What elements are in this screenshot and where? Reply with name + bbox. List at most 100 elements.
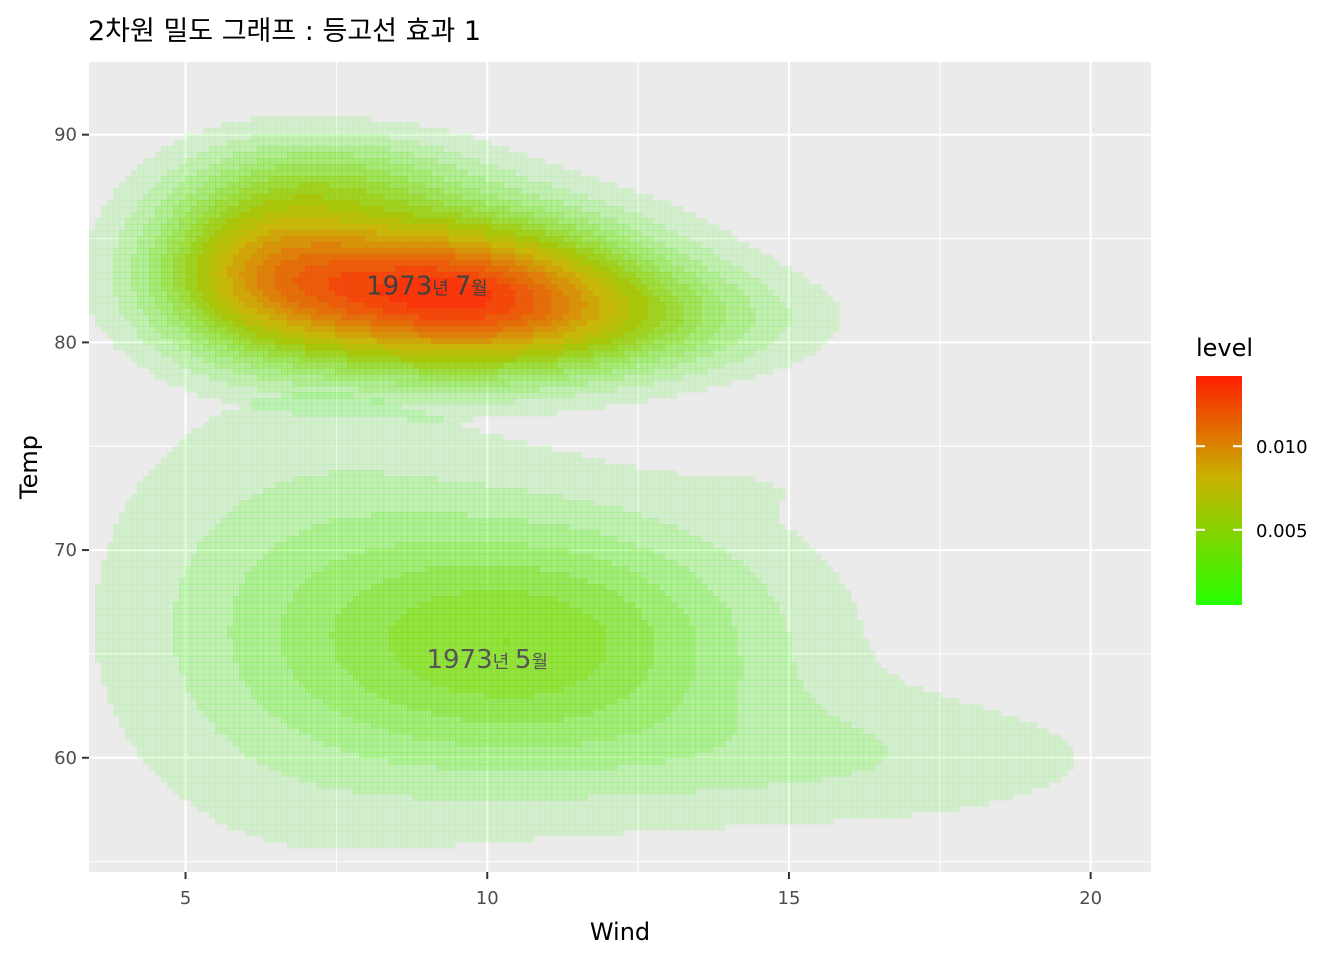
density-cell: [605, 332, 612, 339]
density-cell: [227, 254, 234, 261]
density-cell: [245, 332, 252, 339]
density-cell: [233, 374, 240, 381]
density-cell: [299, 128, 306, 135]
density-cell: [359, 122, 366, 129]
density-cell: [137, 584, 144, 591]
density-cell: [233, 212, 240, 219]
density-cell: [581, 236, 588, 243]
density-cell: [569, 344, 576, 351]
density-cell: [119, 608, 126, 615]
density-cell: [203, 164, 210, 171]
density-cell: [383, 146, 390, 153]
density-cell: [455, 380, 462, 387]
density-cell: [689, 218, 696, 225]
density-cell: [455, 158, 462, 165]
density-cell: [515, 332, 522, 339]
density-cell: [239, 338, 246, 345]
density-cell: [239, 230, 246, 237]
density-cell: [329, 182, 336, 189]
density-cell: [257, 260, 264, 267]
density-cell: [713, 230, 720, 237]
density-cell: [221, 158, 228, 165]
density-cell: [647, 230, 654, 237]
density-cell: [131, 722, 138, 729]
density-cell: [617, 302, 624, 309]
density-cell: [593, 296, 600, 303]
density-cell: [311, 158, 318, 165]
density-cell: [425, 128, 432, 135]
density-cell: [425, 338, 432, 345]
density-cell: [119, 626, 126, 633]
density-cell: [827, 296, 834, 303]
density-cell: [323, 320, 330, 327]
density-cell: [461, 398, 468, 405]
density-cell: [647, 392, 654, 399]
density-cell: [509, 350, 516, 357]
density-cell: [449, 218, 456, 225]
density-cell: [371, 254, 378, 261]
density-cell: [539, 314, 546, 321]
density-cell: [473, 314, 480, 321]
density-cell: [137, 278, 144, 285]
density-cell: [521, 314, 528, 321]
density-cell: [383, 308, 390, 315]
density-cell: [299, 356, 306, 363]
density-cell: [191, 236, 198, 243]
density-cell: [497, 392, 504, 399]
density-cell: [653, 266, 660, 273]
density-cell: [173, 380, 180, 387]
density-cell: [209, 206, 216, 213]
density-cell: [137, 206, 144, 213]
density-cell: [221, 374, 228, 381]
density-cell: [635, 392, 642, 399]
density-cell: [329, 152, 336, 159]
density-cell: [137, 320, 144, 327]
density-cell: [197, 326, 204, 333]
density-cell: [197, 368, 204, 375]
density-cell: [275, 194, 282, 201]
density-cell: [281, 320, 288, 327]
density-cell: [407, 326, 414, 333]
density-cell: [791, 350, 798, 357]
density-cell: [431, 380, 438, 387]
density-cell: [395, 176, 402, 183]
density-cell: [491, 164, 498, 171]
density-cell: [419, 218, 426, 225]
density-cell: [641, 284, 648, 291]
density-cell: [137, 176, 144, 183]
density-cell: [581, 278, 588, 285]
density-cell: [689, 338, 696, 345]
density-cell: [371, 386, 378, 393]
density-cell: [173, 290, 180, 297]
density-cell: [179, 290, 186, 297]
density-cell: [173, 224, 180, 231]
density-cell: [305, 290, 312, 297]
density-cell: [101, 584, 108, 591]
density-cell: [683, 320, 690, 327]
density-cell: [689, 254, 696, 261]
density-cell: [641, 224, 648, 231]
density-cell: [347, 152, 354, 159]
density-cell: [779, 284, 786, 291]
density-cell: [293, 194, 300, 201]
density-cell: [581, 314, 588, 321]
density-cell: [389, 200, 396, 207]
density-cell: [431, 260, 438, 267]
density-cell: [449, 332, 456, 339]
density-cell: [395, 326, 402, 333]
density-cell: [131, 656, 138, 663]
density-cell: [191, 158, 198, 165]
density-cell: [503, 254, 510, 261]
density-cell: [677, 278, 684, 285]
density-cell: [197, 380, 204, 387]
density-cell: [365, 362, 372, 369]
density-cell: [209, 266, 216, 273]
density-cell: [329, 344, 336, 351]
density-cell: [257, 332, 264, 339]
density-cell: [521, 290, 528, 297]
density-cell: [179, 212, 186, 219]
density-cell: [101, 290, 108, 297]
density-cell: [563, 386, 570, 393]
density-cell: [395, 386, 402, 393]
density-cell: [791, 278, 798, 285]
